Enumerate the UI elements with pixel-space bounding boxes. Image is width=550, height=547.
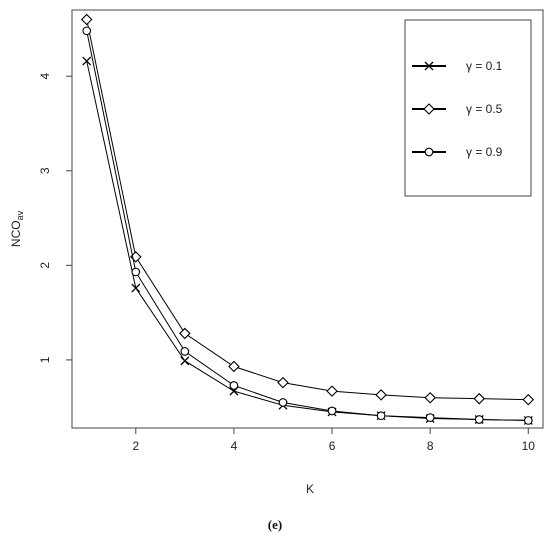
data-point-cross xyxy=(180,356,190,366)
data-point-circle xyxy=(180,347,190,356)
data-point-diamond xyxy=(473,392,485,405)
legend-marker-diamond xyxy=(423,103,435,115)
data-point-circle xyxy=(425,413,435,422)
legend-label: γ = 0.9 xyxy=(466,145,503,159)
data-point-circle xyxy=(229,381,239,390)
legend-entry: γ = 0.1 xyxy=(412,59,503,73)
data-point-circle xyxy=(523,416,533,425)
x-axis: 2 4 6 8 10 xyxy=(132,427,536,453)
data-point-diamond xyxy=(326,385,338,397)
y-axis-label: NCOav xyxy=(9,210,25,247)
data-point-diamond xyxy=(424,391,436,404)
x-tick-label: 6 xyxy=(329,439,336,453)
y-tick-label: 1 xyxy=(38,356,52,363)
y-tick-label: 2 xyxy=(38,262,52,269)
data-point-diamond xyxy=(277,376,289,389)
data-point-cross xyxy=(131,283,141,293)
legend-label: γ = 0.5 xyxy=(466,102,503,116)
series-line xyxy=(86,19,529,401)
data-point-circle xyxy=(376,411,386,421)
data-point-cross xyxy=(82,56,92,66)
legend-marker-circle xyxy=(424,147,434,157)
legend-entry: γ = 0.5 xyxy=(412,102,503,116)
series-diamond xyxy=(80,13,535,406)
figure-caption: (e) xyxy=(267,517,283,532)
x-tick-label: 4 xyxy=(231,439,238,453)
data-point-circle xyxy=(82,26,92,36)
x-axis-label: K xyxy=(306,482,314,496)
series-layer xyxy=(80,13,535,425)
legend-entry: γ = 0.9 xyxy=(412,145,503,159)
series-line xyxy=(86,30,529,421)
y-axis: 1 2 3 4 xyxy=(38,73,73,363)
data-point-circle xyxy=(278,398,288,407)
data-point-diamond xyxy=(522,393,535,406)
data-point-diamond xyxy=(375,389,387,401)
data-point-diamond xyxy=(228,360,240,373)
x-tick-label: 10 xyxy=(522,439,536,453)
data-point-circle xyxy=(474,415,484,424)
legend-marker-cross xyxy=(424,61,434,71)
y-axis-label-subscript: av xyxy=(15,210,25,220)
data-point-circle xyxy=(131,267,141,277)
data-point-circle xyxy=(327,406,337,416)
x-tick-label: 8 xyxy=(427,439,434,453)
data-point-diamond xyxy=(179,327,191,340)
x-tick-label: 2 xyxy=(132,439,139,453)
y-tick-label: 4 xyxy=(38,73,52,80)
series-circle xyxy=(82,26,533,425)
data-point-diamond xyxy=(80,13,93,26)
legend: γ = 0.1 γ = 0.5 γ = 0.9 xyxy=(404,19,532,197)
y-tick-label: 3 xyxy=(38,167,52,174)
legend-label: γ = 0.1 xyxy=(466,59,503,73)
